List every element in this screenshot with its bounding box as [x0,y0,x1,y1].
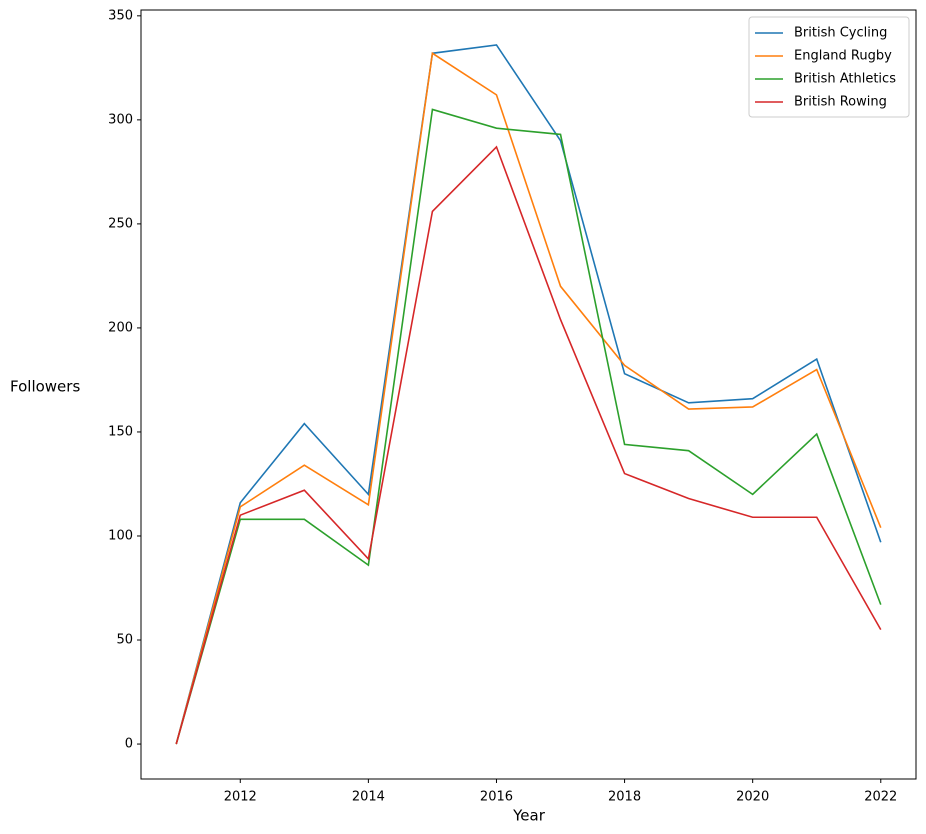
legend-label: British Athletics [794,72,896,87]
y-tick-label: 300 [108,112,133,127]
series-line [175,108,882,745]
x-tick-label: 2018 [608,790,641,805]
x-tick-label: 2014 [352,790,385,805]
legend-label: British Cycling [794,26,887,41]
y-axis-label: Followers [10,378,80,396]
x-tick-label: 2020 [736,790,769,805]
x-axis-label: Year [512,807,546,825]
plot-frame [140,9,917,780]
y-tick-label: 250 [108,216,133,231]
y-tick-label: 200 [108,320,133,335]
series-line [175,145,882,745]
y-tick-label: 100 [108,528,133,543]
y-tick-label: 0 [125,737,133,752]
x-tick-label: 2016 [480,790,513,805]
y-tick-label: 150 [108,424,133,439]
series-line [175,51,882,745]
y-tick-label: 50 [116,633,133,648]
legend-label: British Rowing [794,95,887,110]
x-tick-label: 2012 [224,790,257,805]
legend-label: England Rugby [794,49,892,64]
series-line [175,44,882,745]
legend-box [748,16,910,118]
x-tick-label: 2022 [864,790,897,805]
y-tick-label: 350 [108,8,133,23]
